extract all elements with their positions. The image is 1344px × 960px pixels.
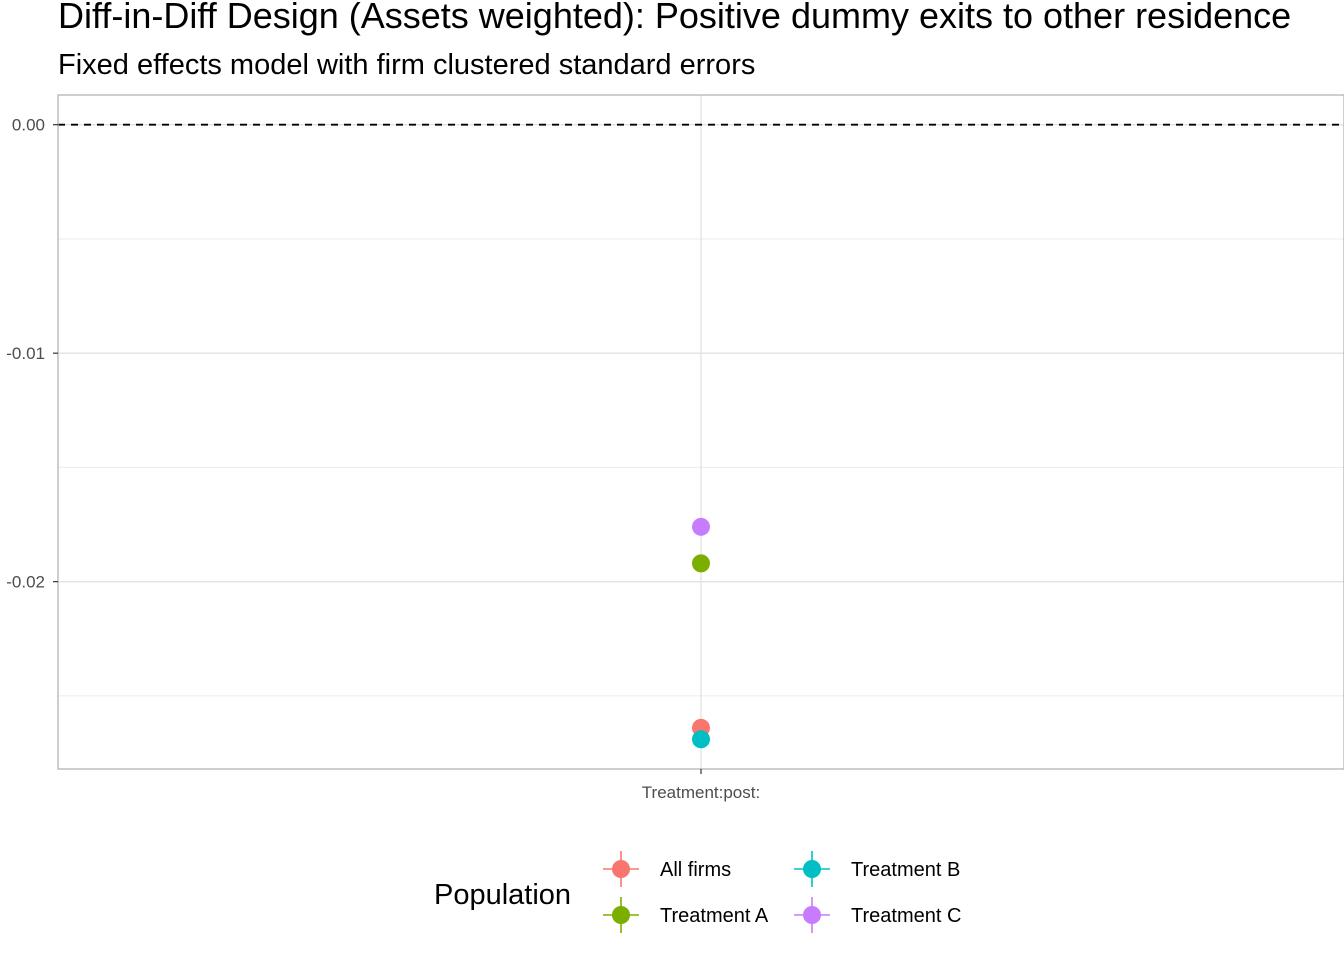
y-axis-ticks: 0.00 -0.01 -0.02	[6, 116, 58, 592]
x-tick-label: Treatment:post:	[642, 783, 760, 802]
chart-subtitle: Fixed effects model with firm clustered …	[58, 49, 755, 81]
legend-keys: All firms Treatment A Treatment B Treatment…	[603, 851, 961, 933]
y-tick-label: 0.00	[12, 116, 45, 135]
legend: Population All firms Treatment A Treatment…	[434, 851, 961, 933]
legend-key-all-firms: All firms	[603, 851, 731, 887]
legend-key-treatment-b: Treatment B	[794, 851, 960, 887]
point-treatment-c	[692, 517, 710, 536]
legend-key-treatment-c: Treatment C	[794, 897, 961, 933]
point-treatment-a	[692, 554, 710, 573]
legend-key-point	[612, 906, 630, 924]
point-treatment-b	[692, 730, 710, 749]
legend-title: Population	[434, 879, 571, 911]
y-tick-label: -0.02	[6, 573, 45, 592]
legend-key-point	[803, 906, 821, 924]
major-gridlines	[58, 95, 1344, 769]
legend-label: Treatment A	[660, 905, 769, 927]
legend-label: Treatment B	[851, 859, 960, 881]
legend-key-point	[803, 860, 821, 878]
legend-key-point	[612, 860, 630, 878]
x-axis-ticks: Treatment:post:	[642, 769, 760, 802]
legend-key-treatment-a: Treatment A	[603, 897, 769, 933]
legend-label: Treatment C	[851, 905, 961, 927]
chart-title: Diff-in-Diff Design (Assets weighted): P…	[58, 0, 1291, 36]
data-points	[692, 517, 710, 749]
legend-label: All firms	[660, 859, 731, 881]
y-tick-label: -0.01	[6, 344, 45, 363]
